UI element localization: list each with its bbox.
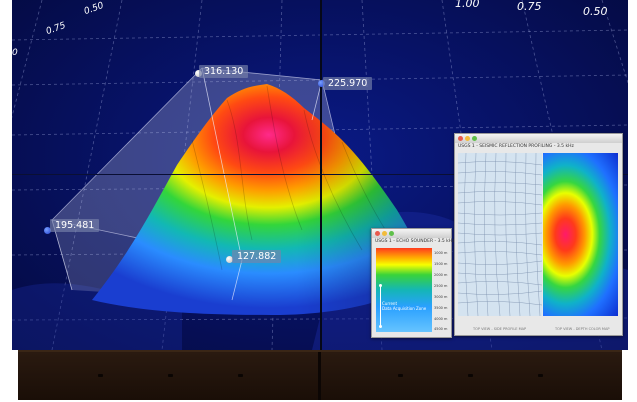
window-titlebar[interactable]	[455, 134, 622, 143]
acquisition-zone-label: Current	[382, 301, 398, 306]
close-icon[interactable]	[458, 136, 463, 141]
cabinet-handle	[468, 374, 473, 377]
measurement-label: 225.970	[323, 77, 373, 90]
depth-tick: 3000 m	[434, 295, 448, 299]
window-title: USGS 1 - SEISMIC REFLECTION PROFILING - …	[458, 144, 574, 149]
measurement-label: 195.481	[50, 219, 100, 232]
window-titlebar[interactable]	[372, 229, 451, 238]
axis-label: 0.75	[517, 0, 542, 13]
depth-tick: 1500 m	[434, 262, 448, 266]
screen-seam-vertical	[320, 0, 322, 350]
axis-label: 0	[12, 48, 18, 58]
cabinet-handle	[538, 374, 543, 377]
depth-tick: 2500 m	[434, 284, 448, 288]
acquisition-zone-label: Data Acquisition Zone	[382, 306, 427, 311]
axis-label: 0.50	[583, 5, 608, 18]
minimize-icon[interactable]	[382, 231, 387, 236]
measure-point-marker[interactable]	[195, 70, 202, 77]
acquisition-zone-top-marker[interactable]	[379, 284, 382, 287]
seismic-profiling-window[interactable]: USGS 1 - SEISMIC REFLECTION PROFILING - …	[454, 133, 623, 336]
map-caption: TOP VIEW - DEPTH COLOR MAP	[555, 327, 610, 331]
cabinet-handle	[238, 374, 243, 377]
depth-tick: 2000 m	[434, 273, 448, 277]
measurement-label: 127.882	[232, 250, 282, 263]
cabinet-seam	[318, 352, 321, 400]
window-title: USGS 1 - ECHO SOUNDER - 3.5 kHz	[375, 239, 455, 244]
depth-color-map	[543, 153, 618, 316]
acquisition-zone-bottom-marker[interactable]	[379, 325, 382, 328]
depth-tick: 4000 m	[434, 317, 448, 321]
display-cabinet	[18, 350, 622, 400]
cabinet-handle	[168, 374, 173, 377]
depth-tick: 4500 m	[434, 327, 448, 331]
side-profile-map	[458, 153, 542, 316]
depth-color-scale	[376, 248, 432, 332]
measurement-label: 316.130	[199, 65, 249, 78]
zoom-icon[interactable]	[472, 136, 477, 141]
close-icon[interactable]	[375, 231, 380, 236]
echo-sounder-window[interactable]: USGS 1 - ECHO SOUNDER - 3.5 kHz 1000 m 1…	[371, 228, 455, 338]
map-caption: TOP VIEW - SIDE PROFILE MAP	[473, 327, 527, 331]
cabinet-handle	[98, 374, 103, 377]
axis-label: 1.00	[455, 0, 480, 10]
measure-point-marker[interactable]	[44, 227, 51, 234]
depth-tick: 3500 m	[434, 306, 448, 310]
acquisition-zone-line	[380, 286, 381, 326]
cabinet-handle	[398, 374, 403, 377]
zoom-icon[interactable]	[389, 231, 394, 236]
measure-point-marker[interactable]	[318, 80, 325, 87]
measure-point-marker[interactable]	[226, 256, 233, 263]
minimize-icon[interactable]	[465, 136, 470, 141]
depth-tick: 1000 m	[434, 251, 448, 255]
